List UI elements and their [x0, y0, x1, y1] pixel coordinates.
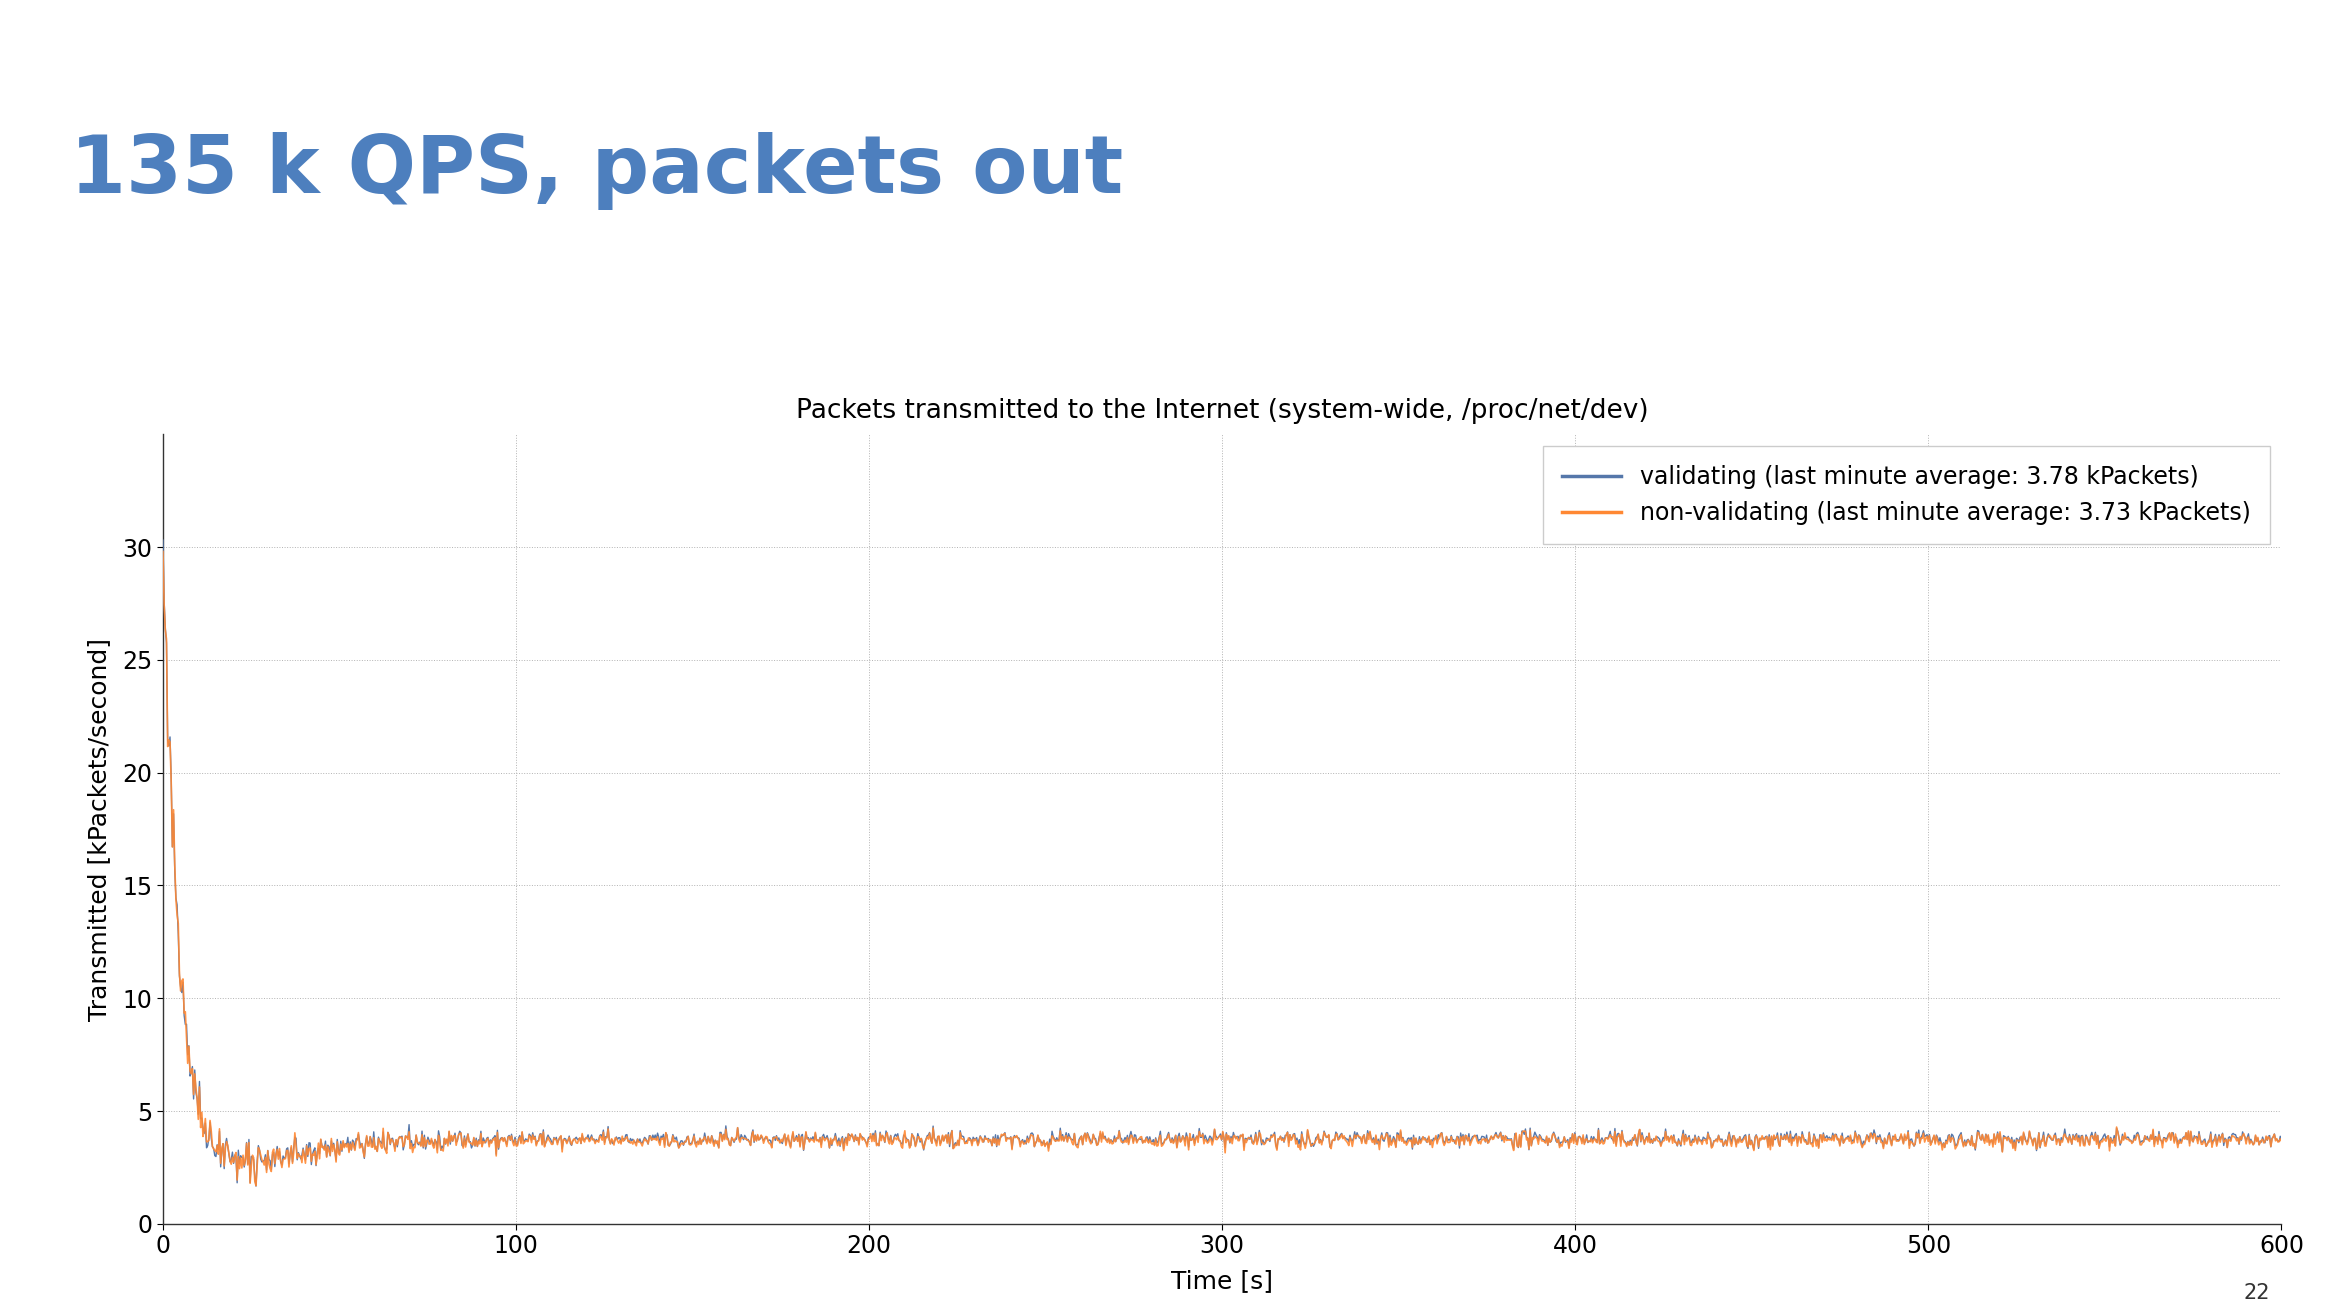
non-validating (last minute average: 3.73 kPackets): (0, 29.8): 3.73 kPackets): (0, 29.8) [149, 544, 177, 559]
validating (last minute average: 3.78 kPackets): (225, 3.48): 3.78 kPackets): (225, 3.48) [943, 1137, 971, 1153]
X-axis label: Time [s]: Time [s] [1171, 1270, 1273, 1294]
Legend: validating (last minute average: 3.78 kPackets), non-validating (last minute ave: validating (last minute average: 3.78 kP… [1543, 446, 2270, 544]
non-validating (last minute average: 3.73 kPackets): (245, 3.61): 3.73 kPackets): (245, 3.61) [1015, 1134, 1043, 1150]
validating (last minute average: 3.78 kPackets): (128, 3.85): 3.78 kPackets): (128, 3.85) [603, 1129, 631, 1145]
validating (last minute average: 3.78 kPackets): (26.3, 1.67): 3.78 kPackets): (26.3, 1.67) [242, 1178, 270, 1194]
non-validating (last minute average: 3.73 kPackets): (128, 3.79): 3.73 kPackets): (128, 3.79) [603, 1130, 631, 1146]
Text: 22: 22 [2244, 1283, 2270, 1303]
non-validating (last minute average: 3.73 kPackets): (225, 3.47): 3.73 kPackets): (225, 3.47) [943, 1137, 971, 1153]
validating (last minute average: 3.78 kPackets): (0, 30.3): 3.78 kPackets): (0, 30.3) [149, 532, 177, 547]
validating (last minute average: 3.78 kPackets): (600, 3.73): 3.78 kPackets): (600, 3.73) [2267, 1132, 2295, 1148]
non-validating (last minute average: 3.73 kPackets): (410, 3.95): 3.73 kPackets): (410, 3.95) [1597, 1126, 1625, 1142]
Line: validating (last minute average: 3.78 kPackets): validating (last minute average: 3.78 kP… [163, 540, 2281, 1186]
Text: 135 k QPS, packets out: 135 k QPS, packets out [70, 132, 1122, 209]
validating (last minute average: 3.78 kPackets): (34.7, 2.95): 3.78 kPackets): (34.7, 2.95) [272, 1149, 300, 1165]
non-validating (last minute average: 3.73 kPackets): (248, 3.64): 3.73 kPackets): (248, 3.64) [1024, 1134, 1052, 1150]
Y-axis label: Transmitted [kPackets/second]: Transmitted [kPackets/second] [86, 637, 112, 1021]
non-validating (last minute average: 3.73 kPackets): (600, 3.67): 3.73 kPackets): (600, 3.67) [2267, 1133, 2295, 1149]
validating (last minute average: 3.78 kPackets): (248, 3.76): 3.78 kPackets): (248, 3.76) [1024, 1132, 1052, 1148]
non-validating (last minute average: 3.73 kPackets): (26.3, 1.7): 3.73 kPackets): (26.3, 1.7) [242, 1178, 270, 1194]
Line: non-validating (last minute average: 3.73 kPackets): non-validating (last minute average: 3.7… [163, 551, 2281, 1186]
validating (last minute average: 3.78 kPackets): (245, 3.73): 3.78 kPackets): (245, 3.73) [1015, 1132, 1043, 1148]
non-validating (last minute average: 3.73 kPackets): (34.7, 2.89): 3.73 kPackets): (34.7, 2.89) [272, 1150, 300, 1166]
Title: Packets transmitted to the Internet (system-wide, /proc/net/dev): Packets transmitted to the Internet (sys… [796, 397, 1648, 424]
validating (last minute average: 3.78 kPackets): (410, 4.1): 3.78 kPackets): (410, 4.1) [1597, 1124, 1625, 1140]
